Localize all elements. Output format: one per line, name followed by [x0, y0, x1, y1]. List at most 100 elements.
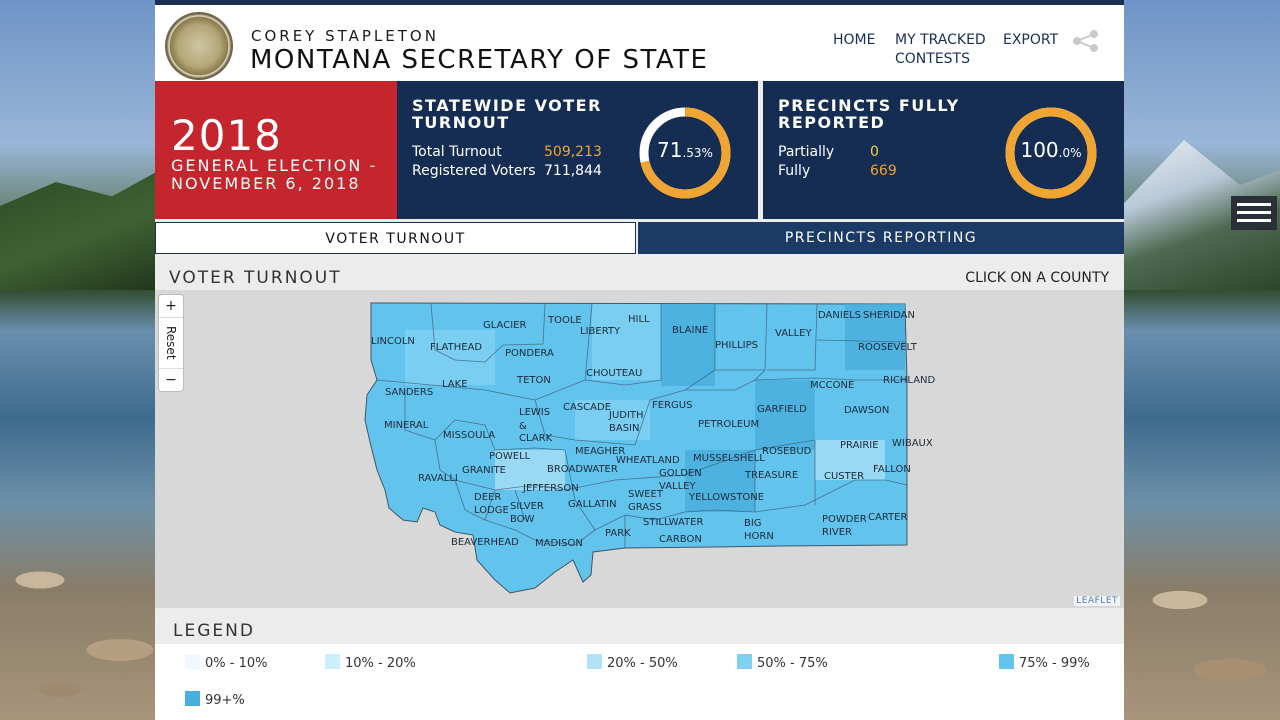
montana-map-shape[interactable] [155, 290, 1124, 608]
county-label-part[interactable]: BOW [510, 514, 535, 525]
county-broadwater[interactable]: BROADWATER [547, 464, 618, 475]
county-musselshell[interactable]: MUSSELSHELL [693, 453, 765, 464]
county-label-part[interactable]: DEER [474, 492, 502, 503]
county-sheridan[interactable]: SHERIDAN [863, 310, 915, 321]
county-label-part[interactable]: SWEET [628, 489, 663, 500]
click-county-hint: CLICK ON A COUNTY [965, 270, 1109, 286]
legend-item: 0% - 10% [185, 654, 267, 671]
turnout-percent: 71.53% [657, 138, 713, 162]
tab-voter-turnout[interactable]: VOTER TURNOUT [155, 222, 636, 254]
legend-swatch-99-plus [185, 691, 200, 706]
county-label-part[interactable]: JUDITH [609, 410, 644, 421]
county-map[interactable]: + Reset − GLACIER TOOLE LIBERTY HILL BLAINE P… [155, 290, 1124, 608]
county-label-part[interactable]: VALLEY [659, 481, 696, 492]
county-label-part[interactable]: LEWIS [519, 407, 551, 418]
nav-my-tracked-contests[interactable]: MY TRACKED CONTESTS [895, 32, 986, 67]
legend-item: 10% - 20% [325, 654, 416, 671]
county-label-part[interactable]: GRASS [628, 502, 662, 513]
county-blaine[interactable]: BLAINE [672, 325, 709, 336]
leaflet-attribution[interactable]: LEAFLET [1074, 596, 1120, 606]
site-title[interactable]: MONTANA SECRETARY OF STATE [250, 45, 709, 75]
county-label-part[interactable]: CLARK [519, 433, 553, 444]
turnout-donut: 71.53% [637, 105, 733, 201]
county-mccone[interactable]: MCCONE [810, 380, 855, 391]
county-label-part[interactable]: RIVER [822, 527, 853, 538]
county-dawson[interactable]: DAWSON [844, 405, 890, 416]
county-gallatin[interactable]: GALLATIN [568, 499, 617, 510]
legend-swatch-75-99 [999, 654, 1014, 669]
tab-precincts-reporting[interactable]: PRECINCTS REPORTING [638, 222, 1124, 254]
county-madison[interactable]: MADISON [535, 538, 583, 549]
county-powell[interactable]: POWELL [489, 451, 531, 462]
county-label-part[interactable]: GOLDEN [659, 468, 702, 479]
county-richland[interactable]: RICHLAND [883, 375, 936, 386]
nav-export[interactable]: EXPORT [1003, 32, 1059, 48]
county-wheatland[interactable]: WHEATLAND [616, 455, 680, 466]
county-flathead[interactable]: FLATHEAD [430, 342, 483, 353]
county-mineral[interactable]: MINERAL [384, 420, 429, 431]
election-card: 2018 GENERAL ELECTION - NOVEMBER 6, 2018 [155, 81, 397, 219]
county-chouteau[interactable]: CHOUTEAU [586, 368, 643, 379]
county-custer[interactable]: CUSTER [824, 471, 865, 482]
county-rosebud[interactable]: ROSEBUD [762, 446, 812, 457]
legend-item: 50% - 75% [737, 654, 828, 671]
county-teton[interactable]: TETON [517, 375, 551, 386]
legend-item: 99+% [185, 691, 245, 708]
turnout-title: STATEWIDE VOTER TURNOUT [412, 96, 602, 132]
county-label-part[interactable]: & [519, 421, 527, 432]
county-phillips[interactable]: PHILLIPS [715, 340, 758, 351]
county-treasure[interactable]: TREASURE [745, 470, 799, 481]
precincts-percent: 100.0% [1020, 138, 1082, 162]
county-fergus[interactable]: FERGUS [652, 400, 693, 411]
county-jefferson[interactable]: JEFFERSON [523, 483, 579, 494]
zoom-control: + Reset − [159, 295, 183, 391]
county-ravalli[interactable]: RAVALLI [418, 473, 458, 484]
county-label-part[interactable]: BIG [744, 518, 762, 529]
county-petroleum[interactable]: PETROLEUM [698, 419, 760, 430]
county-meagher[interactable]: MEAGHER [575, 446, 626, 457]
nav-home[interactable]: HOME [833, 32, 876, 48]
county-fallon[interactable]: FALLON [873, 464, 911, 475]
county-cascade[interactable]: CASCADE [563, 402, 612, 413]
county-missoula[interactable]: MISSOULA [443, 430, 496, 441]
county-label-part[interactable]: HORN [744, 531, 774, 542]
county-wibaux[interactable]: WIBAUX [892, 438, 933, 449]
county-stillwater[interactable]: STILLWATER [643, 517, 704, 528]
menu-hamburger-icon[interactable] [1231, 196, 1277, 230]
county-glacier[interactable]: GLACIER [483, 320, 527, 331]
county-lake[interactable]: LAKE [442, 379, 468, 390]
view-tabs: VOTER TURNOUT PRECINCTS REPORTING [155, 222, 1124, 254]
county-liberty[interactable]: LIBERTY [580, 326, 621, 337]
county-label-part[interactable]: SILVER [510, 501, 544, 512]
county-garfield[interactable]: GARFIELD [757, 404, 807, 415]
county-label-part[interactable]: POWDER [822, 514, 867, 525]
fully-label: Fully [778, 163, 811, 179]
county-carter[interactable]: CARTER [868, 512, 908, 523]
county-park[interactable]: PARK [605, 528, 631, 539]
zoom-in-button[interactable]: + [159, 295, 183, 318]
legend-item: 75% - 99% [999, 654, 1090, 671]
county-yellowstone[interactable]: YELLOWSTONE [689, 492, 765, 503]
partially-value: 0 [870, 144, 879, 160]
share-icon[interactable] [1071, 30, 1101, 52]
county-sanders[interactable]: SANDERS [385, 387, 434, 398]
county-roosevelt[interactable]: ROOSEVELT [858, 342, 917, 353]
county-label-part[interactable]: LODGE [474, 505, 509, 516]
legend-swatch-50-75 [737, 654, 752, 669]
county-daniels[interactable]: DANIELS [818, 310, 862, 321]
county-prairie[interactable]: PRAIRIE [840, 440, 879, 451]
reset-view-button[interactable]: Reset [159, 318, 183, 369]
county-hill[interactable]: HILL [628, 314, 650, 325]
county-pondera[interactable]: PONDERA [505, 348, 554, 359]
zoom-out-button[interactable]: − [165, 372, 177, 388]
state-seal-logo[interactable] [166, 13, 232, 79]
county-granite[interactable]: GRANITE [462, 465, 506, 476]
county-toole[interactable]: TOOLE [548, 315, 582, 326]
legend-swatch-10-20 [325, 654, 340, 669]
legend-swatch-0-10 [185, 654, 200, 669]
county-lincoln[interactable]: LINCOLN [371, 336, 415, 347]
county-label-part[interactable]: BASIN [609, 423, 640, 434]
county-carbon[interactable]: CARBON [659, 534, 702, 545]
county-valley[interactable]: VALLEY [775, 328, 812, 339]
county-beaverhead[interactable]: BEAVERHEAD [451, 537, 519, 548]
